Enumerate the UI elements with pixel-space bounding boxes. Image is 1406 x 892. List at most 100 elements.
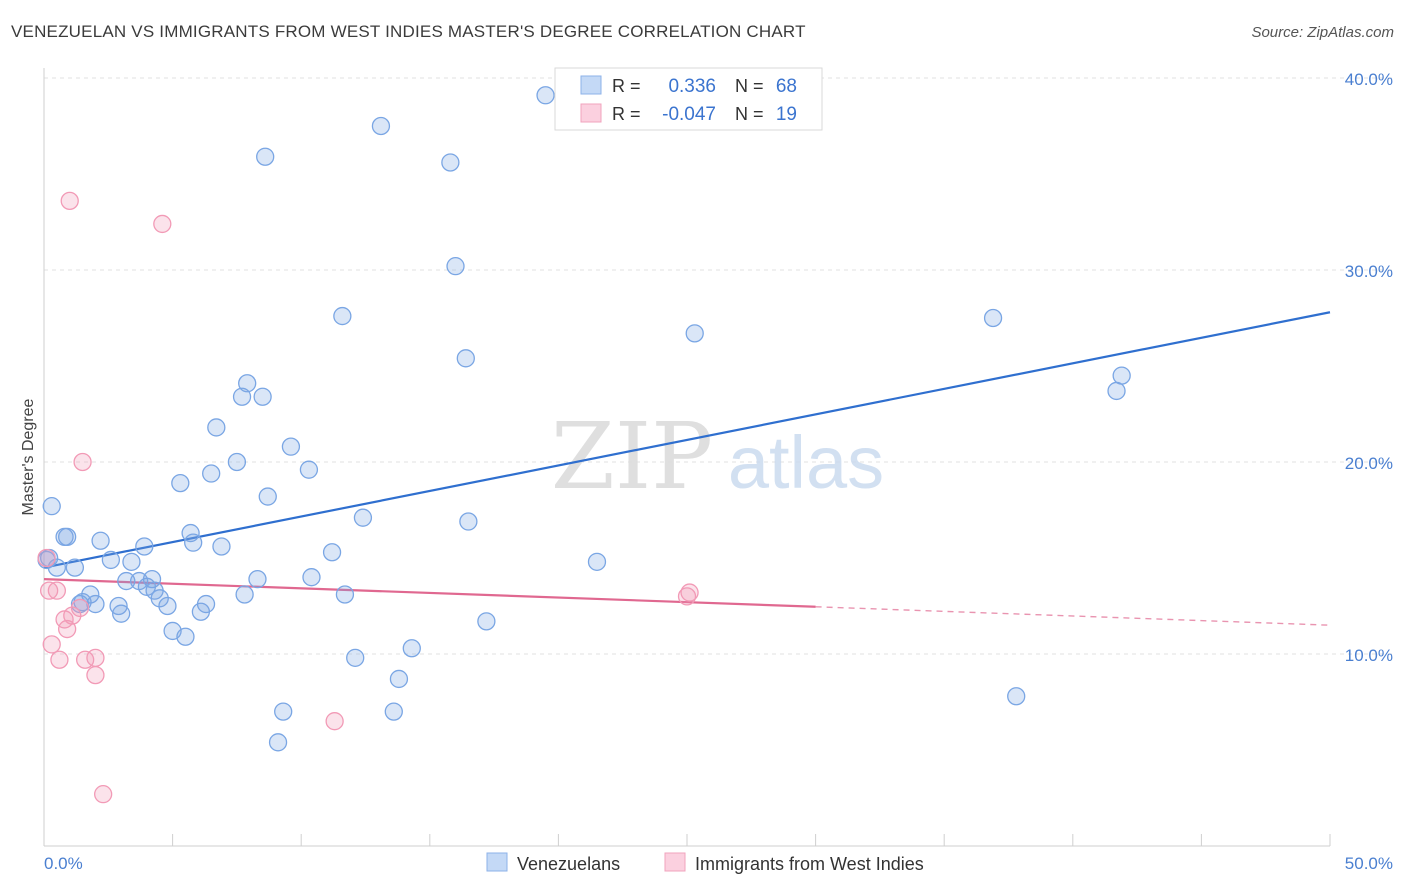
y-tick-label-10: 10.0% <box>1345 646 1393 665</box>
point-series-0-58 <box>459 512 478 531</box>
point-series-0-15 <box>122 552 141 571</box>
stats-n-value-0: 68 <box>776 76 797 97</box>
point-series-0-10 <box>91 531 110 550</box>
point-series-0-62 <box>685 324 704 343</box>
legend-swatch-west-indies[interactable] <box>664 852 686 872</box>
point-series-1-6 <box>57 619 77 639</box>
point-series-1-9 <box>70 598 90 618</box>
point-series-0-59 <box>477 612 496 631</box>
point-series-0-49 <box>346 648 365 667</box>
point-series-0-52 <box>384 702 403 721</box>
stats-swatch-venezuelans <box>580 75 602 95</box>
point-series-0-1 <box>42 497 61 516</box>
point-series-0-56 <box>446 257 465 276</box>
stats-r-value-0: 0.336 <box>668 76 716 97</box>
point-series-0-19 <box>142 569 162 589</box>
stats-r-value-1: -0.047 <box>662 104 716 125</box>
legend-swatch-venezuelans[interactable] <box>486 852 508 872</box>
x-tick-label-min: 0.0% <box>44 854 83 873</box>
point-series-0-53 <box>389 669 409 689</box>
stats-n-value-1: 19 <box>776 104 797 125</box>
point-series-0-48 <box>335 585 355 604</box>
data-points <box>37 86 1131 804</box>
point-series-1-15 <box>153 214 172 234</box>
point-series-0-24 <box>171 473 190 493</box>
point-series-0-43 <box>281 437 301 456</box>
trend-line-series-1 <box>43 578 816 608</box>
point-series-0-34 <box>232 387 252 406</box>
watermark-atlas: atlas <box>728 421 884 504</box>
point-series-1-16 <box>325 712 344 731</box>
trend-line-series-0 <box>43 311 1331 569</box>
legend-label-west-indies[interactable]: Immigrants from West Indies <box>695 854 924 874</box>
point-series-0-21 <box>150 589 169 608</box>
point-series-0-22 <box>158 596 177 616</box>
point-series-0-57 <box>456 349 475 368</box>
point-series-1-13 <box>86 665 105 685</box>
y-tick-label-40: 40.0% <box>1345 70 1393 89</box>
y-tick-labels: 10.0% 20.0% 30.0% 40.0% <box>1345 70 1393 665</box>
stats-r-label-1: R = <box>612 104 641 124</box>
point-series-0-60 <box>536 86 555 105</box>
point-series-1-18 <box>680 583 699 602</box>
point-series-0-29 <box>196 594 216 614</box>
y-tick-label-30: 30.0% <box>1345 262 1393 281</box>
point-series-0-14 <box>117 571 136 591</box>
point-series-0-65 <box>1107 381 1126 401</box>
watermark: ZIP atlas <box>551 403 884 510</box>
series-legend: Venezuelans Immigrants from West Indies <box>486 852 924 874</box>
point-series-0-17 <box>135 537 154 556</box>
point-series-0-42 <box>274 702 293 721</box>
point-series-1-8 <box>63 606 82 625</box>
stats-r-label-0: R = <box>612 76 641 96</box>
point-series-0-41 <box>268 733 288 752</box>
point-series-0-51 <box>371 116 391 136</box>
legend-label-venezuelans[interactable]: Venezuelans <box>517 854 620 874</box>
point-series-0-55 <box>441 153 460 172</box>
point-series-0-61 <box>587 552 607 571</box>
stats-n-label-0: N = <box>735 76 764 96</box>
point-series-1-2 <box>42 635 61 654</box>
point-series-0-13 <box>112 604 131 623</box>
point-series-0-5 <box>65 558 85 577</box>
trend-line-extension-series-1 <box>815 606 1331 626</box>
point-series-0-50 <box>353 508 373 527</box>
point-series-0-8 <box>81 585 100 604</box>
point-series-0-31 <box>207 418 226 437</box>
point-series-0-27 <box>184 533 203 552</box>
point-series-0-47 <box>333 306 352 326</box>
gridlines <box>44 77 1393 655</box>
source-label: Source: ZipAtlas.com <box>1251 24 1394 41</box>
y-axis-label: Master's Degree <box>20 398 37 515</box>
point-series-0-64 <box>1007 687 1026 706</box>
point-series-0-39 <box>256 147 275 166</box>
point-series-1-1 <box>39 581 59 600</box>
point-series-0-25 <box>176 627 195 646</box>
point-series-0-9 <box>86 594 105 614</box>
point-series-1-4 <box>50 650 69 669</box>
watermark-zip: ZIP <box>551 403 713 510</box>
point-series-0-66 <box>1112 366 1131 385</box>
point-series-0-11 <box>101 550 121 570</box>
point-series-1-10 <box>73 452 92 472</box>
trend-lines <box>43 311 1331 626</box>
y-tick-label-20: 20.0% <box>1345 454 1393 473</box>
point-series-0-35 <box>235 585 254 604</box>
point-series-1-7 <box>60 191 79 211</box>
point-series-0-33 <box>227 452 247 472</box>
x-ticks <box>172 834 1331 846</box>
point-series-0-46 <box>322 543 342 562</box>
stats-swatch-west-indies <box>580 103 602 123</box>
point-series-1-3 <box>47 581 67 600</box>
point-series-1-12 <box>86 648 105 667</box>
point-series-0-4 <box>57 527 77 547</box>
point-series-0-44 <box>299 460 319 479</box>
x-tick-label-max: 50.0% <box>1345 854 1393 873</box>
point-series-0-38 <box>253 387 272 406</box>
point-series-0-32 <box>212 537 231 556</box>
point-series-1-0 <box>37 548 56 568</box>
point-series-0-45 <box>302 568 321 587</box>
point-series-0-36 <box>238 374 257 393</box>
stats-legend: R = 0.336 N = 68 R = -0.047 N = 19 <box>554 67 823 131</box>
